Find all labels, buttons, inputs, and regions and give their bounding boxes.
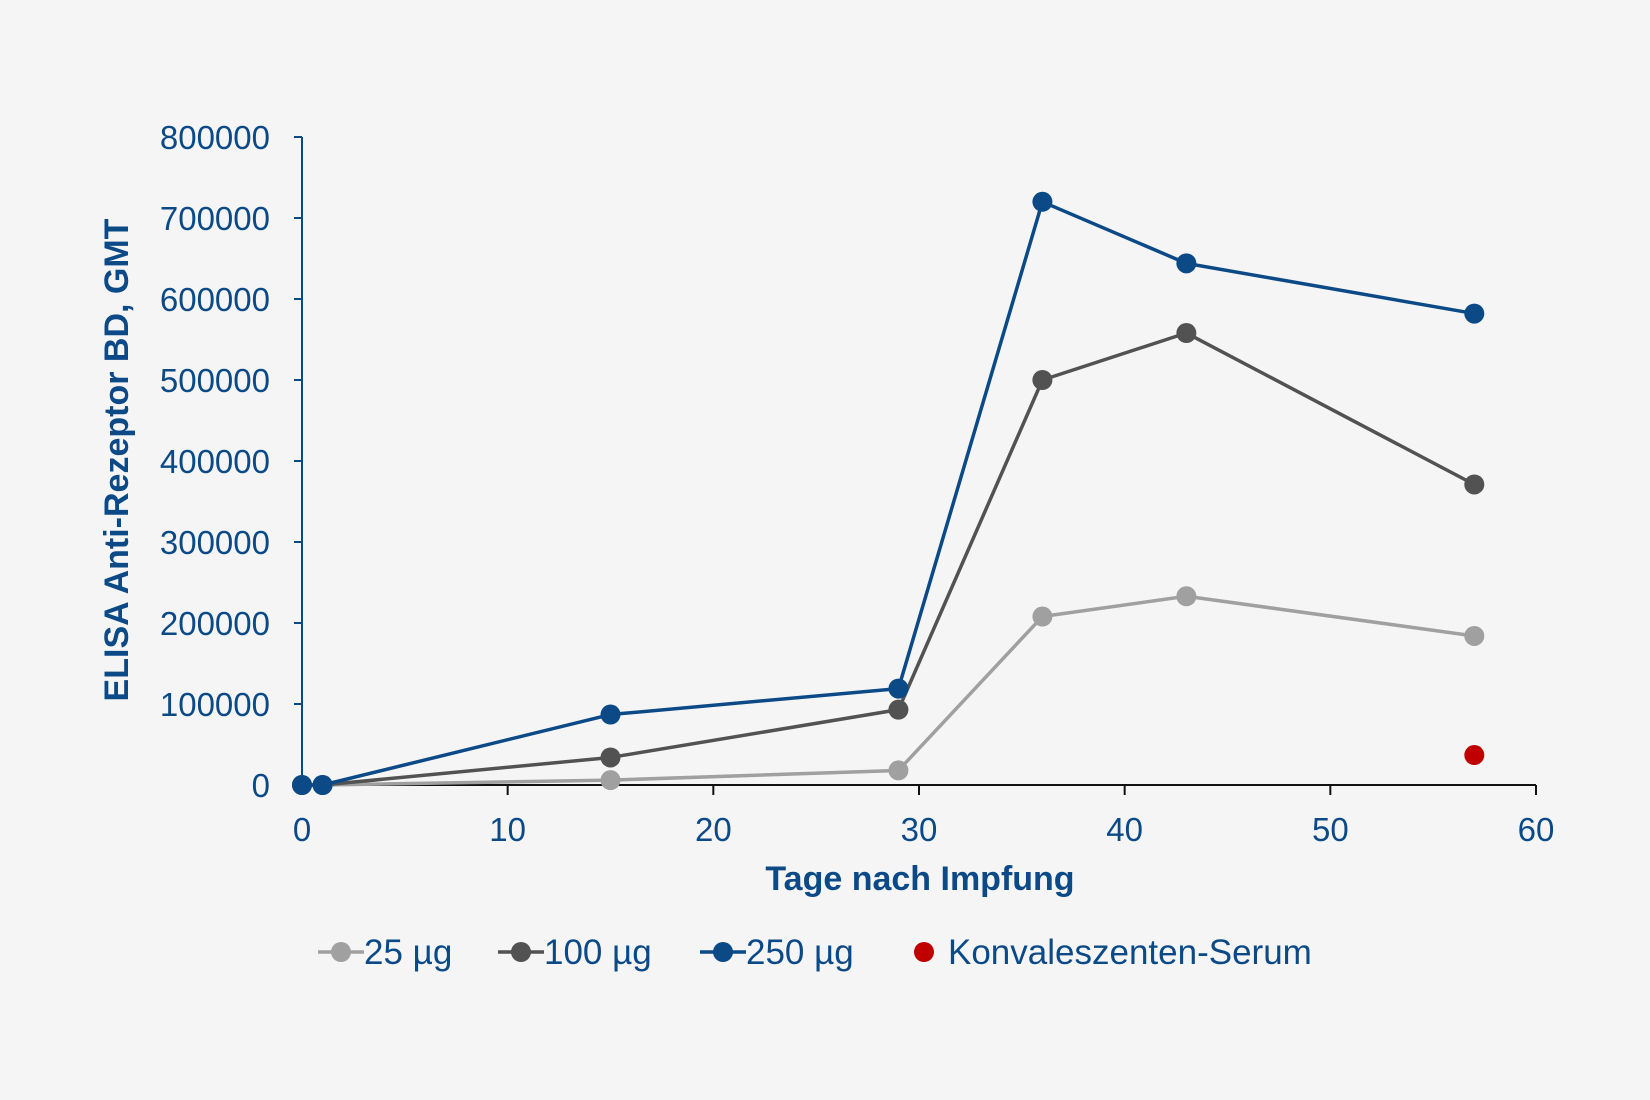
data-point [312,775,333,795]
series-1 [292,323,1485,795]
data-point [1032,606,1053,627]
data-point [600,770,621,791]
x-tick-label: 20 [695,811,732,848]
x-axis-title: Tage nach Impfung [765,860,1074,898]
legend-item: 25 µg [318,933,452,972]
series-3 [1464,745,1485,766]
legend-marker [914,942,934,962]
data-point [888,699,909,720]
legend-item: 100 µg [498,933,652,972]
legend-marker [713,942,733,962]
data-point [1464,474,1485,495]
data-point [1032,191,1053,212]
legend: 25 µg 100 µg 250 µg Konvaleszenten-Serum [318,933,1312,972]
data-point [1176,586,1197,607]
x-tick-label: 30 [901,811,938,848]
y-tick-label: 600000 [160,281,270,318]
data-point [1032,370,1053,390]
y-tick-label: 0 [252,767,270,804]
legend-marker [511,942,531,962]
data-point [888,760,909,781]
data-point [1176,323,1197,344]
legend-item: Konvaleszenten-Serum [914,933,1312,972]
x-tick-label: 40 [1106,811,1143,848]
data-point [1176,253,1197,274]
data-point [1464,745,1485,766]
series-2 [292,191,1485,795]
legend-marker [331,942,351,962]
y-tick-label: 800000 [160,119,270,156]
x-tick-label: 0 [293,811,311,848]
x-tick-label: 50 [1312,811,1349,848]
y-tick-label: 100000 [160,686,270,723]
series-line [302,200,1475,787]
x-tick-label: 60 [1518,811,1555,848]
axes: 0 100000 200000 300000 400000 500000 600000 700… [160,119,1554,848]
data-point [600,747,621,768]
data-point [888,678,909,699]
x-tick-label: 10 [489,811,526,848]
y-tick-label: 300000 [160,524,270,561]
data-point [1464,625,1485,646]
legend-item: 250 µg [700,933,854,972]
legend-label: 100 µg [544,933,652,972]
y-tick-label: 500000 [160,362,270,399]
y-axis-title: ELISA Anti-Rezeptor BD, GMT [98,218,136,701]
data-point [600,704,621,725]
plot-area [292,191,1485,795]
data-point [1464,303,1485,324]
series-line [302,331,1476,787]
y-tick-label: 700000 [160,200,270,237]
y-tick-label: 400000 [160,443,270,480]
data-point [292,775,312,795]
y-tick-label: 200000 [160,605,270,642]
legend-label: 25 µg [364,933,452,972]
legend-label: Konvaleszenten-Serum [948,933,1312,972]
legend-label: 250 µg [746,933,854,972]
